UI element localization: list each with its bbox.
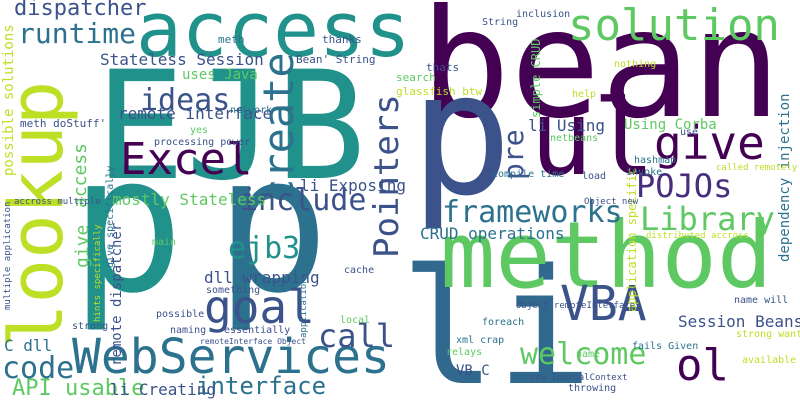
word-cache: cache xyxy=(344,265,375,276)
word-network: network xyxy=(230,105,273,116)
word-crud-operations: CRUD operations xyxy=(420,224,565,243)
word-p-1: p xyxy=(410,36,513,234)
word-netbeans: netbeans xyxy=(550,133,599,144)
word-goal: goal xyxy=(204,280,315,334)
word-code: code xyxy=(2,351,75,386)
word-runtime: runtime xyxy=(18,17,137,50)
word-c-dll: C dll xyxy=(4,336,53,355)
word-vb-c: VB C xyxy=(456,363,490,379)
word-using-corba: Using Corba xyxy=(624,117,717,133)
word-welcome: welcome xyxy=(520,337,647,372)
word-use: use xyxy=(680,127,699,138)
word-remote-interface: remote interface xyxy=(118,104,273,123)
word-li-creating: li Creating xyxy=(110,380,216,399)
word-include: include xyxy=(240,183,367,218)
word-thats: thats xyxy=(426,61,460,74)
word-li-exposing: li Exposing xyxy=(300,176,406,195)
word-create: create xyxy=(254,52,303,204)
word-meth-dostuff: meth doStuff' xyxy=(20,117,107,130)
word-give-2: give xyxy=(72,224,93,268)
word-strong: strong xyxy=(72,321,109,332)
word-something: something xyxy=(206,285,261,296)
word-ejb3: ejb3 xyxy=(228,231,301,266)
word-remoteinterface-object: remoteInterface Object xyxy=(200,337,306,346)
word-relays: relays xyxy=(446,347,483,358)
word-mostly-stateless: mostly Stateless xyxy=(112,190,267,209)
word-ideas: ideas xyxy=(140,83,231,118)
word-simple-crud: simple CRUD xyxy=(529,38,543,118)
word-pojos: POJOs xyxy=(636,167,733,205)
word-invoke: invoke xyxy=(626,167,663,178)
word-thanks: thanks xyxy=(322,33,362,46)
word-li: li xyxy=(400,234,593,400)
word-frameworks: frameworks xyxy=(442,195,623,230)
word-webservices: WebServices xyxy=(72,329,390,385)
word-p-3: p xyxy=(215,114,330,335)
word-bean: bean xyxy=(420,0,782,152)
word-possible: possible xyxy=(156,309,205,320)
word-main: main xyxy=(152,237,177,248)
word-excel: Excel xyxy=(120,134,253,185)
word-new-initialcontext: new InitialContext xyxy=(530,373,628,383)
word-foreach: foreach xyxy=(482,317,525,328)
word-strong-want: strong want xyxy=(736,329,800,340)
word-naming: naming xyxy=(170,325,207,336)
word-give-1: give xyxy=(654,116,765,170)
word-fails-given: fails Given xyxy=(632,341,699,352)
word-search: search xyxy=(396,71,436,84)
word-interface: interface xyxy=(196,372,327,400)
word-object-remoteinterface: Object remoteInterface xyxy=(516,301,636,311)
word-ul: ul xyxy=(530,77,656,199)
word-xml-crap: xml crap xyxy=(456,335,505,346)
word-inclusion: inclusion xyxy=(516,9,571,20)
word-nothing: nothing xyxy=(614,59,657,70)
word-available: available xyxy=(742,355,797,366)
word-name-will: name will xyxy=(734,295,789,306)
word-throwing: throwing xyxy=(568,383,617,394)
word-compile-time: compile time xyxy=(492,169,565,180)
word-dispatcher: dispatcher xyxy=(14,0,147,21)
word-method: method xyxy=(440,202,773,309)
word-library: Library xyxy=(640,200,775,238)
word-give-specifically: give specifically xyxy=(105,165,116,268)
word-processing-power: processing power xyxy=(154,137,251,148)
word-accross-multiple: accross multiple xyxy=(14,197,101,207)
word-hashmap: hashmap xyxy=(634,155,677,166)
word-yes: yes xyxy=(190,125,209,136)
word-object-new: Object new xyxy=(584,197,639,207)
word-local: local xyxy=(340,315,371,326)
word-ejb: EJB xyxy=(95,40,366,214)
word-bean-string: Bean' String xyxy=(296,53,376,66)
word-vba: VBA xyxy=(560,276,647,332)
word-multiple-application: multiple application xyxy=(3,201,13,310)
word-help: help xyxy=(572,89,597,100)
word-solution: solution xyxy=(568,0,780,51)
word-ol: ol xyxy=(676,340,729,391)
word-dependency-injection: dependency injection xyxy=(777,93,793,262)
word-call: call xyxy=(318,317,396,355)
word-hints-specifically: hints specifically xyxy=(93,224,103,322)
word-session-beans: Session Beans xyxy=(678,312,800,331)
word-access: access xyxy=(136,0,411,74)
word-distributed-accross: distributed accross xyxy=(646,231,749,241)
word-essentially: essentially xyxy=(224,325,291,336)
word-load: load xyxy=(582,171,607,182)
word-glassfish-btw: glassfish btw xyxy=(396,85,483,98)
word-application-servers: application servers xyxy=(299,235,309,338)
word-li-using: li Using xyxy=(528,116,606,135)
word-possible-solutions: possible solutions xyxy=(1,24,17,176)
word-uses-java: uses Java xyxy=(182,67,258,83)
word-called-remotely: called remotely xyxy=(716,163,798,173)
word-p-2: p xyxy=(70,114,185,335)
word-stateless-session: Stateless Session xyxy=(100,50,264,69)
word-dll-wrapping: dll wrapping xyxy=(204,268,320,287)
word-application-specific: application specific xyxy=(625,167,639,313)
word-name: name xyxy=(576,349,601,360)
word-meth: meth xyxy=(218,33,245,46)
word-string: String xyxy=(482,17,519,28)
word-api-usable: API usable xyxy=(12,376,145,400)
